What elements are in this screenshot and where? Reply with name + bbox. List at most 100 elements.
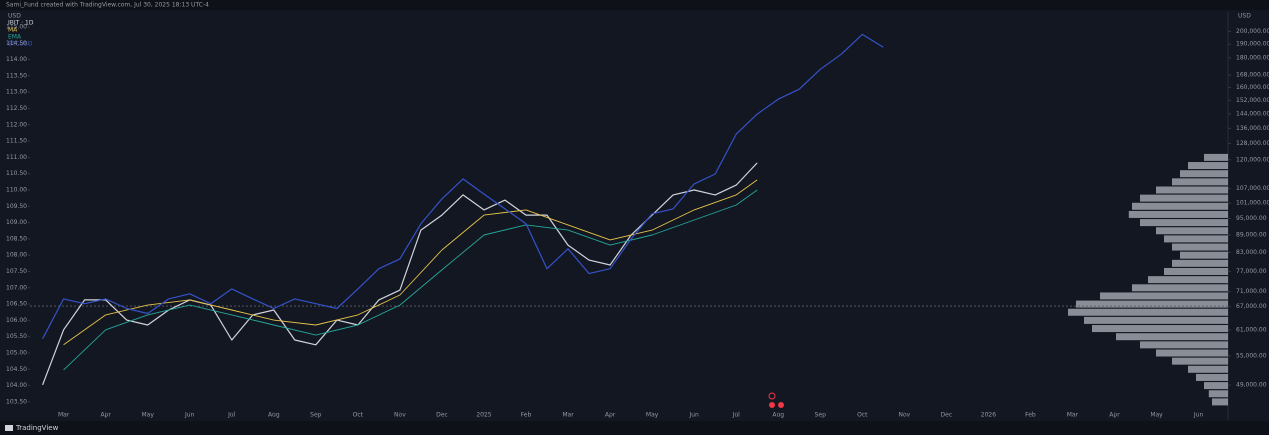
- y2-tick-label: 101,000.00: [1236, 200, 1269, 207]
- y-tick-label: 112.00: [6, 121, 27, 128]
- y2-tick-label: 49,000.00: [1236, 381, 1267, 388]
- x-tick-label: Jul: [732, 412, 741, 419]
- x-tick-label: May: [141, 412, 154, 419]
- volume-bar: [1128, 210, 1228, 218]
- x-tick-label: Mar: [562, 412, 574, 419]
- y2-tick-label: 71,000.00: [1236, 288, 1267, 295]
- x-tick-label: 2026: [981, 412, 996, 419]
- brand-icon: [5, 425, 13, 431]
- volume-bar: [1196, 373, 1228, 381]
- y2-tick-label: 107,000.00: [1236, 185, 1269, 192]
- x-tick-label: Sep: [310, 412, 322, 419]
- y-tick-label: 105.00: [6, 349, 27, 356]
- volume-bar: [1148, 276, 1228, 284]
- y-tick-label: 112.50: [6, 105, 27, 112]
- right-currency: USD: [1238, 13, 1251, 20]
- brand: TradingView: [15, 424, 59, 432]
- y2-tick-label: 83,000.00: [1236, 249, 1267, 256]
- x-tick-label: Apr: [100, 412, 111, 419]
- x-tick-label: 2025: [476, 412, 491, 419]
- series-line: [42, 33, 884, 339]
- x-tick-label: Apr: [1109, 412, 1120, 419]
- y2-tick-label: 120,000.00: [1236, 156, 1269, 163]
- volume-bar: [1092, 325, 1228, 333]
- y2-tick-label: 128,000.00: [1236, 140, 1269, 147]
- x-tick-label: Oct: [857, 412, 868, 419]
- y-tick-label: 114.00: [6, 56, 27, 63]
- y-tick-label: 111.50: [6, 138, 27, 145]
- volume-bar: [1132, 202, 1228, 210]
- volume-bar: [1156, 186, 1228, 194]
- y-tick-label: 105.50: [6, 333, 27, 340]
- y-tick-label: 110.00: [6, 186, 27, 193]
- x-tick-label: May: [646, 412, 659, 419]
- volume-bar: [1188, 365, 1228, 373]
- y-tick-label: 110.50: [6, 170, 27, 177]
- y-tick-label: 113.00: [6, 89, 27, 96]
- volume-bar: [1116, 333, 1228, 341]
- volume-bar: [1172, 259, 1228, 267]
- volume-bar: [1172, 243, 1228, 251]
- left-currency: USD: [8, 13, 21, 20]
- legend-entry: IBIT · 1D: [8, 20, 34, 27]
- y2-tick-label: 77,000.00: [1236, 268, 1267, 275]
- y-tick-label: 104.00: [6, 382, 27, 389]
- y2-tick-label: 180,000.00: [1236, 54, 1269, 61]
- x-tick-label: Dec: [436, 412, 448, 419]
- event-icon: [768, 392, 776, 400]
- y2-tick-label: 61,000.00: [1236, 326, 1267, 333]
- volume-bar: [1208, 390, 1228, 398]
- y-tick-label: 109.00: [6, 219, 27, 226]
- series-line: [42, 162, 758, 386]
- x-tick-label: Aug: [268, 412, 280, 419]
- series-line: [63, 189, 758, 371]
- y-tick-label: 106.00: [6, 317, 27, 324]
- y2-tick-label: 152,000.00: [1236, 97, 1269, 104]
- x-tick-label: Jul: [227, 412, 236, 419]
- x-tick-label: Aug: [772, 412, 784, 419]
- x-tick-label: Sep: [815, 412, 827, 419]
- footer-bar: [0, 421, 1269, 435]
- y-tick-label: 104.50: [6, 366, 27, 373]
- x-tick-label: Apr: [605, 412, 616, 419]
- x-tick-label: Mar: [1067, 412, 1079, 419]
- y-tick-label: 103.50: [6, 398, 27, 405]
- y-tick-label: 108.00: [6, 252, 27, 259]
- volume-bar: [1100, 292, 1228, 300]
- volume-bar: [1140, 194, 1228, 202]
- volume-bar: [1140, 341, 1228, 349]
- volume-bar: [1084, 316, 1228, 324]
- y-tick-label: 107.00: [6, 284, 27, 291]
- y2-tick-label: 89,000.00: [1236, 231, 1267, 238]
- y-tick-label: 108.50: [6, 235, 27, 242]
- volume-bar: [1180, 251, 1228, 259]
- volume-bar: [1212, 398, 1228, 406]
- volume-bar: [1132, 284, 1228, 292]
- volume-bar: [1140, 219, 1228, 227]
- volume-bar: [1172, 357, 1228, 365]
- y-tick-label: 111.00: [6, 154, 27, 161]
- y2-tick-label: 200,000.00: [1236, 28, 1269, 35]
- x-tick-label: Nov: [394, 412, 406, 419]
- volume-bar: [1180, 170, 1228, 178]
- x-tick-label: Feb: [521, 412, 532, 419]
- y2-tick-label: 136,000.00: [1236, 125, 1269, 132]
- y2-tick-label: 160,000.00: [1236, 84, 1269, 91]
- y2-tick-label: 168,000.00: [1236, 72, 1269, 79]
- legend-entry: EMA: [8, 34, 22, 41]
- event-icon: [769, 402, 775, 408]
- volume-bar: [1164, 267, 1228, 275]
- y2-tick-label: 67,000.00: [1236, 303, 1267, 310]
- volume-bar: [1164, 235, 1228, 243]
- legend-entry: MA: [8, 27, 18, 34]
- caption: Sami_Fund created with TradingView.com, …: [6, 2, 209, 9]
- y2-tick-label: 190,000.00: [1236, 41, 1269, 48]
- volume-bar: [1204, 153, 1228, 161]
- x-tick-label: Jun: [1193, 412, 1204, 419]
- y-tick-label: 114.50: [6, 40, 27, 47]
- x-tick-label: Jun: [184, 412, 195, 419]
- x-tick-label: Nov: [898, 412, 910, 419]
